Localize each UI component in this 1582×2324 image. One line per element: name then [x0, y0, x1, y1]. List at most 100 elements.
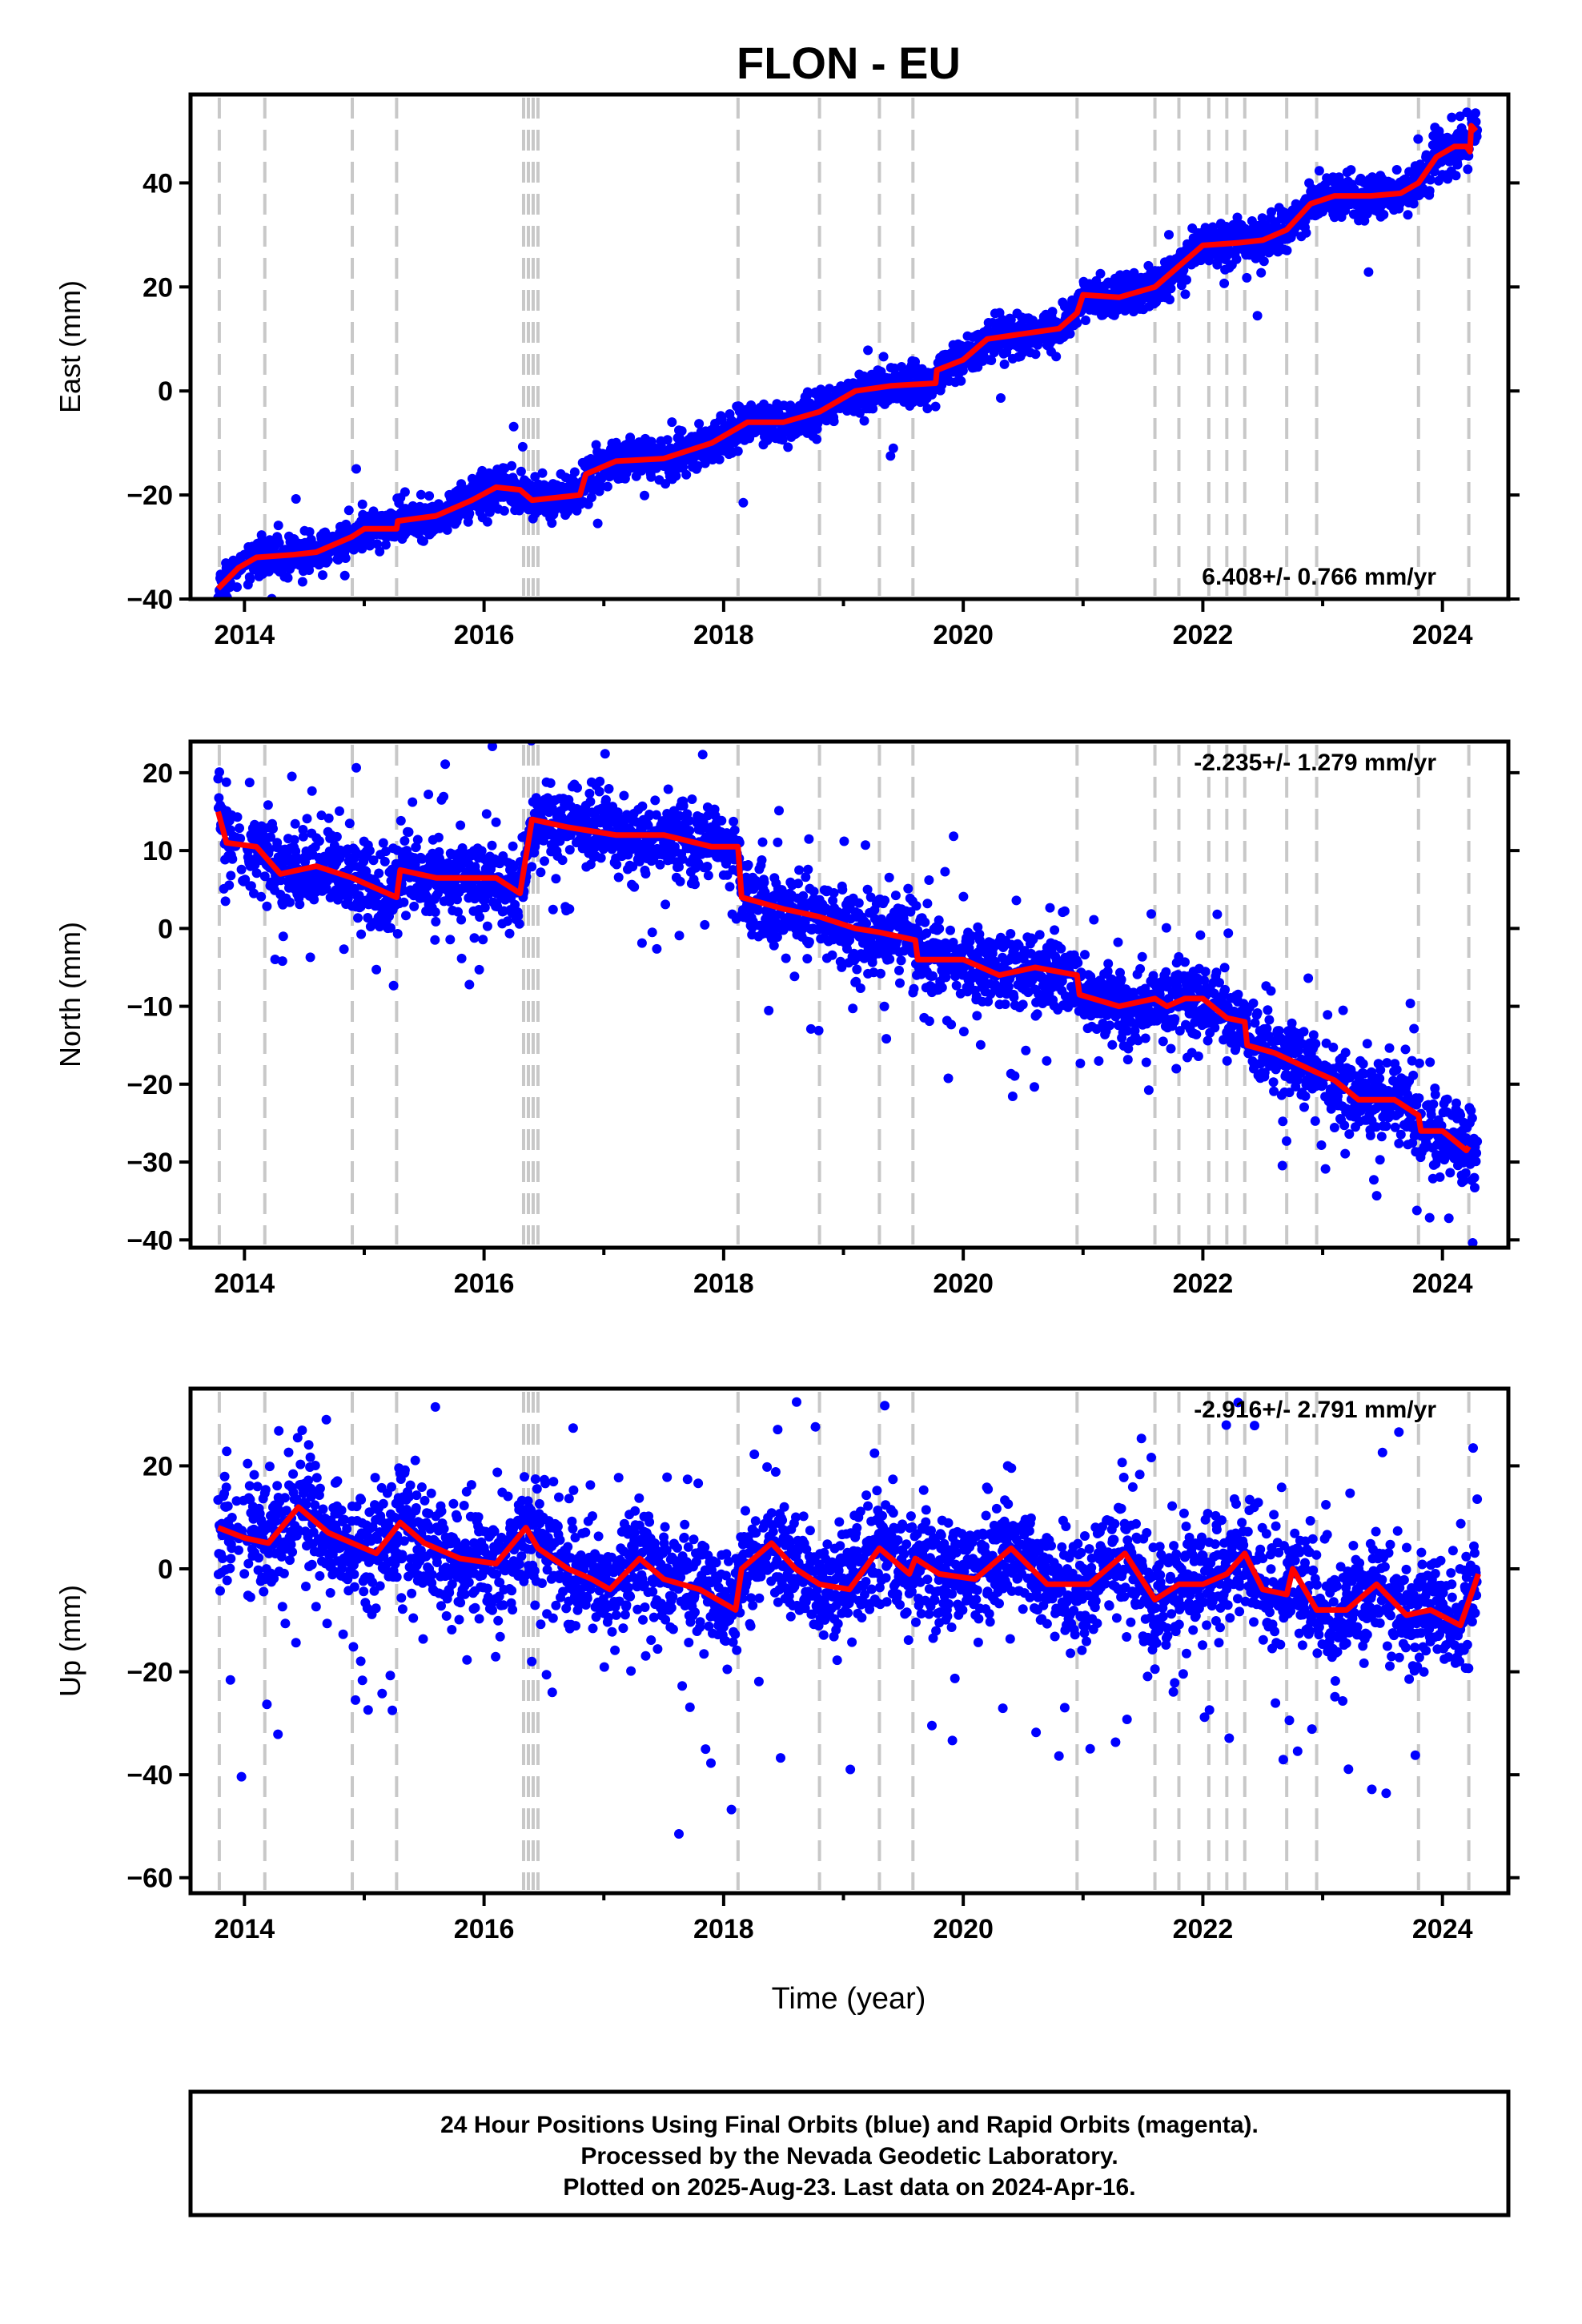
data-point [517, 441, 528, 452]
data-point [829, 888, 839, 898]
data-point [440, 759, 451, 770]
data-point [392, 929, 403, 939]
data-point [221, 777, 231, 787]
data-point [456, 479, 467, 489]
data-point [291, 494, 301, 504]
data-point [773, 837, 783, 847]
data-point [924, 875, 934, 885]
data-point [862, 884, 873, 895]
data-point [398, 886, 408, 895]
data-point [1081, 316, 1090, 325]
data-point [453, 907, 463, 917]
data-point [235, 834, 246, 843]
data-point [640, 490, 649, 501]
data-point [547, 803, 557, 813]
data-point [443, 858, 453, 868]
data-point [729, 816, 739, 826]
data-point [226, 870, 236, 881]
data-point [702, 862, 713, 871]
x-tick-label: 2020 [933, 620, 994, 650]
data-point [646, 472, 656, 482]
data-point [401, 911, 411, 921]
data-point [853, 898, 864, 908]
data-point [738, 497, 749, 508]
data-point [264, 844, 275, 854]
data-point [1314, 166, 1324, 176]
data-point [839, 836, 849, 846]
data-point [256, 891, 267, 902]
data-point [1231, 254, 1242, 264]
data-point [488, 742, 497, 751]
data-point [940, 866, 950, 877]
data-point [277, 956, 287, 967]
data-point [781, 953, 791, 963]
data-point [409, 901, 420, 911]
data-point [650, 795, 661, 806]
data-point [753, 905, 763, 915]
data-point [551, 874, 561, 884]
data-point [885, 451, 896, 461]
data-point [475, 912, 485, 922]
data-point [652, 943, 662, 954]
data-point [474, 964, 484, 975]
data-point [297, 577, 307, 587]
data-point [585, 859, 596, 870]
data-point [922, 899, 933, 909]
data-point [452, 895, 462, 905]
data-point [801, 872, 811, 883]
data-point [508, 841, 518, 851]
data-point [674, 862, 684, 872]
data-point [584, 788, 595, 798]
data-point [416, 489, 426, 500]
data-point [302, 814, 312, 824]
data-point [1403, 210, 1413, 220]
data-point [304, 527, 315, 537]
y-tick-label: −40 [126, 585, 173, 615]
data-point [828, 895, 838, 906]
data-point [794, 865, 805, 875]
data-point [764, 1005, 774, 1015]
y-axis-label: East (mm) [54, 280, 86, 413]
data-point [789, 971, 800, 982]
data-point [999, 359, 1010, 369]
data-point [527, 862, 537, 872]
data-point [364, 541, 375, 551]
data-point [214, 793, 224, 803]
data-point [690, 879, 700, 890]
data-point [569, 467, 580, 477]
data-point [946, 1019, 957, 1030]
data-point [986, 356, 997, 365]
data-point [894, 965, 904, 975]
data-point [636, 938, 647, 948]
data-point [805, 1023, 816, 1034]
data-point [469, 933, 480, 943]
data-point [1379, 210, 1389, 219]
data-point [600, 794, 611, 805]
data-point [530, 472, 540, 482]
data-point [1391, 165, 1402, 175]
data-point [1095, 268, 1106, 279]
data-point [536, 682, 546, 692]
data-point [643, 820, 653, 830]
data-point [481, 809, 492, 819]
data-point [949, 831, 959, 842]
data-point [417, 854, 428, 864]
data-point [1164, 230, 1174, 240]
data-point [368, 506, 379, 517]
data-point [714, 454, 725, 464]
data-point [774, 806, 784, 816]
data-point [890, 891, 901, 901]
data-point [351, 762, 361, 773]
data-point [424, 491, 435, 501]
data-point [813, 1025, 824, 1035]
data-point [422, 891, 432, 902]
data-point [821, 903, 831, 914]
data-point [503, 916, 512, 927]
model-line [215, 123, 1479, 591]
data-point [507, 460, 517, 471]
data-point [268, 823, 278, 834]
x-tick-label: 2024 [1412, 620, 1473, 650]
data-point [556, 812, 567, 822]
data-point [487, 840, 497, 850]
data-point [1346, 165, 1356, 175]
